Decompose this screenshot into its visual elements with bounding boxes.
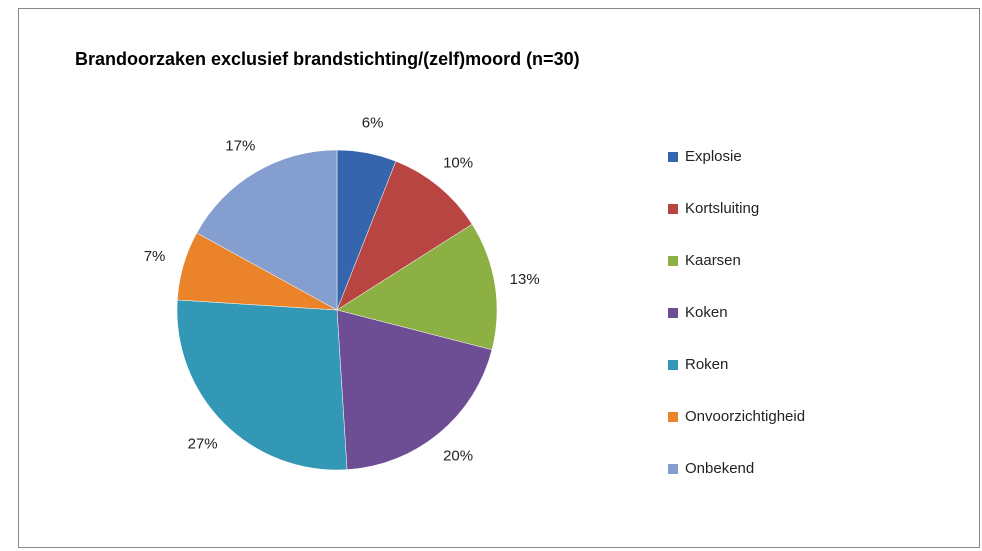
pie-slice <box>336 309 493 470</box>
legend-swatch <box>668 308 678 318</box>
legend-label: Roken <box>685 356 728 373</box>
legend-label: Kortsluiting <box>685 200 759 217</box>
data-label: 10% <box>443 155 473 172</box>
data-label: 27% <box>188 435 218 452</box>
data-label: 20% <box>443 447 473 464</box>
legend-swatch <box>668 256 678 266</box>
chart-border <box>18 8 980 548</box>
data-label: 6% <box>362 114 384 131</box>
data-label: 13% <box>510 271 540 288</box>
pie-slice <box>336 223 498 351</box>
pie-slice <box>176 299 348 471</box>
chart-title: Brandoorzaken exclusief brandstichting/(… <box>75 49 580 69</box>
legend-label: Onvoorzichtigheid <box>685 408 805 425</box>
legend-label: Onbekend <box>685 460 754 477</box>
legend-swatch <box>668 360 678 370</box>
legend-label: Kaarsen <box>685 252 741 269</box>
pie-slice <box>196 149 338 311</box>
pie-slice <box>336 160 473 311</box>
legend-swatch <box>668 204 678 214</box>
legend-swatch <box>668 412 678 422</box>
data-label: 17% <box>225 137 255 154</box>
legend-swatch <box>668 152 678 162</box>
legend-label: Explosie <box>685 148 742 165</box>
legend-label: Koken <box>685 304 728 321</box>
legend-swatch <box>668 464 678 474</box>
data-label: 7% <box>144 248 166 265</box>
